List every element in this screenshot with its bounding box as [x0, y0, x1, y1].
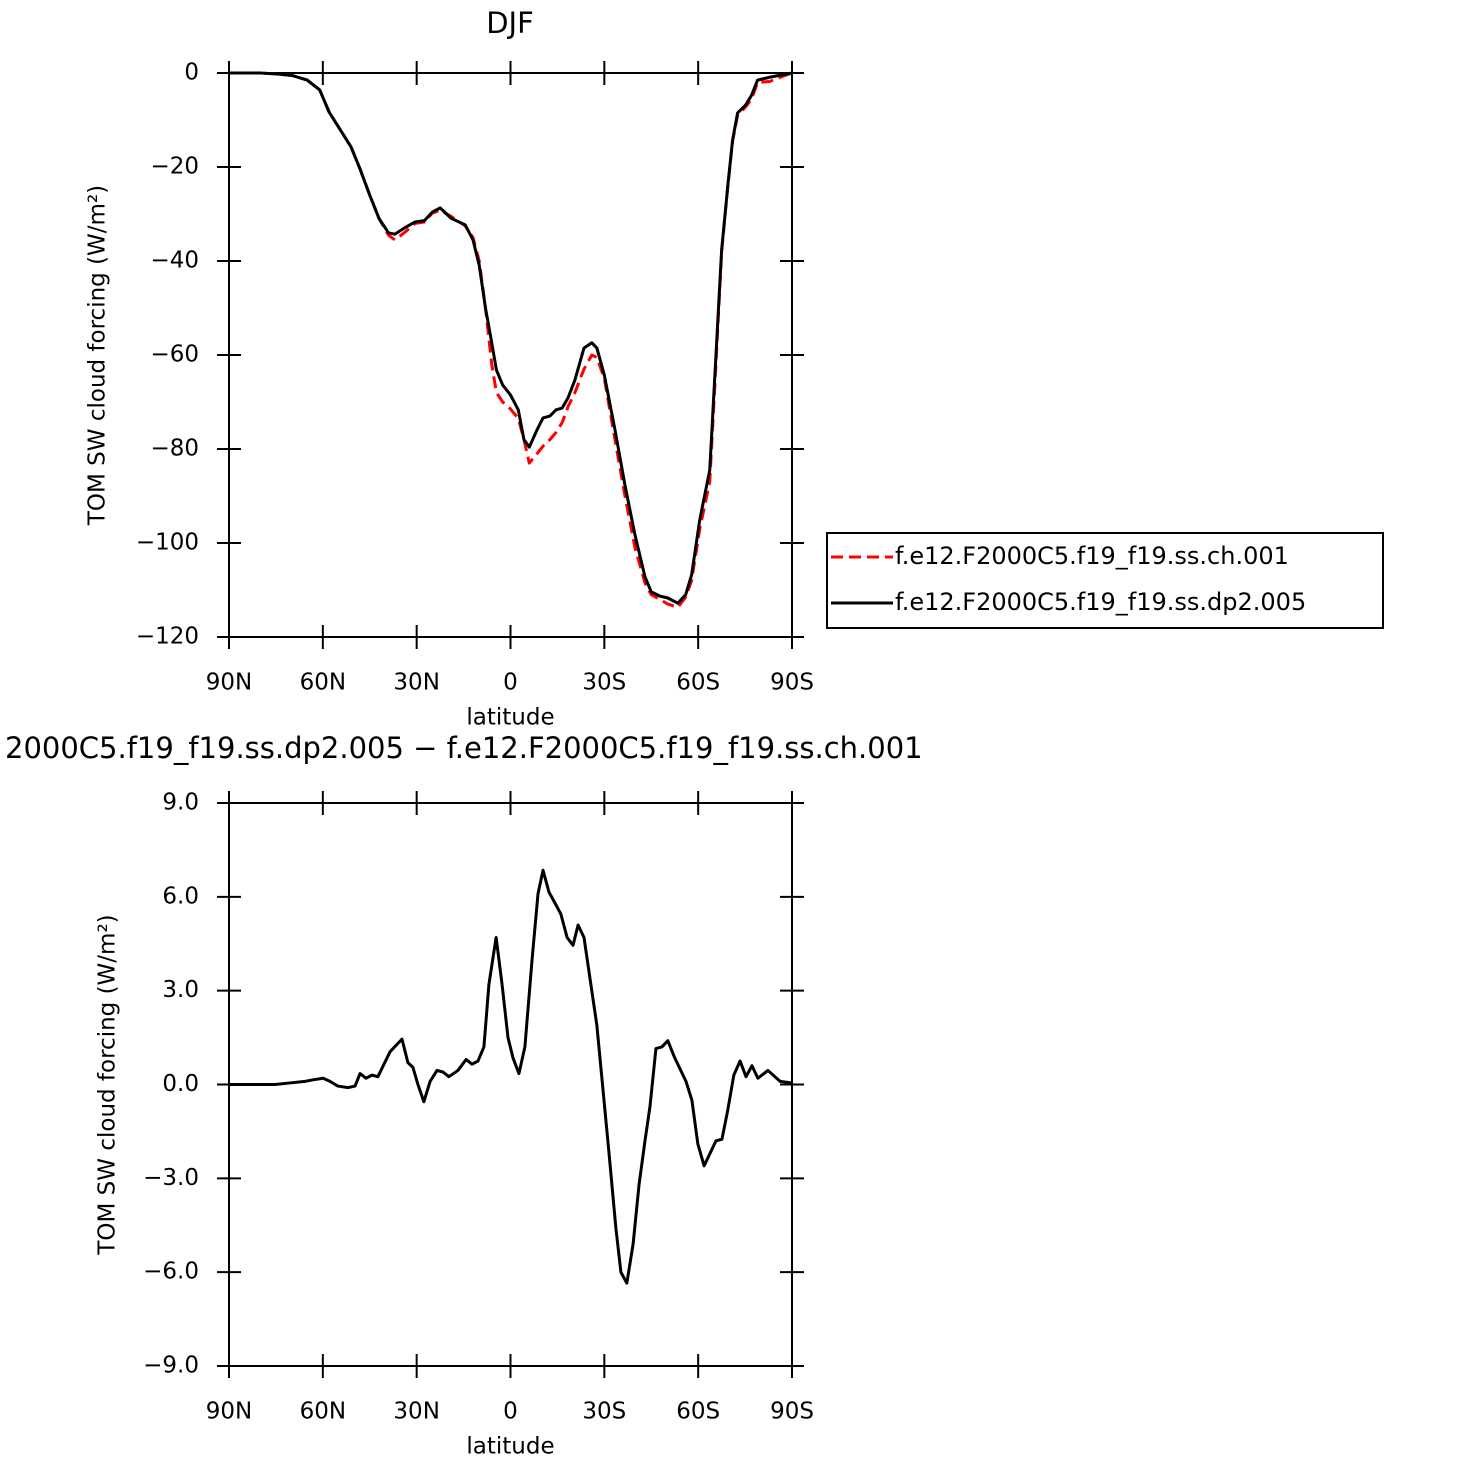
data-line: [229, 71, 793, 609]
x-tick-label: 90N: [206, 670, 252, 696]
x-tick-label: 30N: [393, 670, 439, 696]
data-line: [229, 71, 793, 605]
x-tick-label: 30N: [393, 1399, 439, 1425]
y-axis-label: TOM SW cloud forcing (W/m²): [95, 914, 121, 1255]
y-tick-label: −80: [150, 436, 199, 462]
y-tick-label: −20: [150, 154, 199, 180]
plot-frame: [228, 72, 793, 638]
y-tick-label: 6.0: [162, 883, 199, 909]
plot-frame: [228, 802, 793, 1367]
x-tick-label: 60S: [676, 1399, 720, 1425]
y-tick-label: −60: [150, 342, 199, 368]
x-axis-label: latitude: [466, 1434, 554, 1460]
y-tick-label: −40: [150, 248, 199, 274]
data-line: [229, 868, 793, 1285]
x-tick-label: 30S: [582, 670, 626, 696]
x-tick-label: 30S: [582, 1399, 626, 1425]
y-tick-label: 3.0: [162, 977, 199, 1003]
y-tick-label: −6.0: [143, 1259, 199, 1285]
y-tick-label: −9.0: [143, 1353, 199, 1379]
x-tick-label: 90S: [770, 1399, 814, 1425]
y-axis-label: TOM SW cloud forcing (W/m²): [85, 185, 111, 526]
x-tick-label: 60S: [676, 670, 720, 696]
y-tick-label: 9.0: [162, 790, 199, 816]
x-tick-label: 0: [503, 1399, 518, 1425]
y-tick-label: −120: [136, 624, 199, 650]
x-tick-label: 60N: [300, 670, 346, 696]
chart-title: DJF: [486, 6, 534, 40]
y-tick-label: −100: [136, 530, 199, 556]
legend-label: f.e12.F2000C5.f19_f19.ss.ch.001: [895, 542, 1289, 570]
y-tick-label: 0.0: [162, 1071, 199, 1097]
y-tick-label: 0: [184, 60, 199, 86]
x-tick-label: 60N: [300, 1399, 346, 1425]
x-tick-label: 0: [503, 670, 518, 696]
chart-title: 2000C5.f19_f19.ss.dp2.005 − f.e12.F2000C…: [5, 731, 923, 765]
x-axis-label: latitude: [466, 705, 554, 731]
x-tick-label: 90S: [770, 670, 814, 696]
y-tick-label: −3.0: [143, 1165, 199, 1191]
x-tick-label: 90N: [206, 1399, 252, 1425]
legend-box: [826, 532, 1384, 629]
legend-label: f.e12.F2000C5.f19_f19.ss.dp2.005: [895, 588, 1306, 616]
